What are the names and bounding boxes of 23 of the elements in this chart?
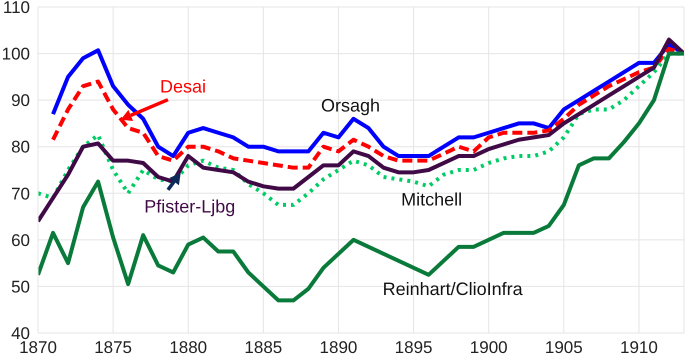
- series-label: Reinhart/ClioInfra: [382, 278, 524, 299]
- x-tick-label: 1875: [94, 338, 132, 356]
- x-tick-label: 1880: [169, 338, 208, 356]
- y-tick-label: 110: [2, 0, 30, 18]
- x-tick-label: 1870: [19, 338, 57, 356]
- x-tick-label: 1900: [470, 338, 508, 356]
- y-tick-label: 70: [11, 184, 30, 204]
- series-label: Orsagh: [320, 95, 380, 116]
- line-series: [38, 52, 684, 302]
- text: Desai: [160, 76, 206, 96]
- series-label: Mitchell: [401, 189, 462, 210]
- x-tick-label: 1910: [620, 338, 658, 356]
- line-series: [38, 38, 684, 224]
- y-tick-label: 80: [11, 138, 30, 157]
- y-tick-label: 90: [11, 91, 30, 110]
- x-tick-label: 1885: [244, 338, 282, 356]
- y-tick-label: 50: [11, 277, 30, 296]
- series-label: Pfister-Ljbg: [144, 196, 236, 216]
- y-tick-label: 60: [11, 230, 30, 250]
- x-tick-label: 1905: [544, 338, 583, 356]
- x-tick-label: 1890: [320, 338, 358, 356]
- x-tick-label: 1895: [394, 338, 432, 356]
- y-tick-label: 100: [2, 44, 30, 64]
